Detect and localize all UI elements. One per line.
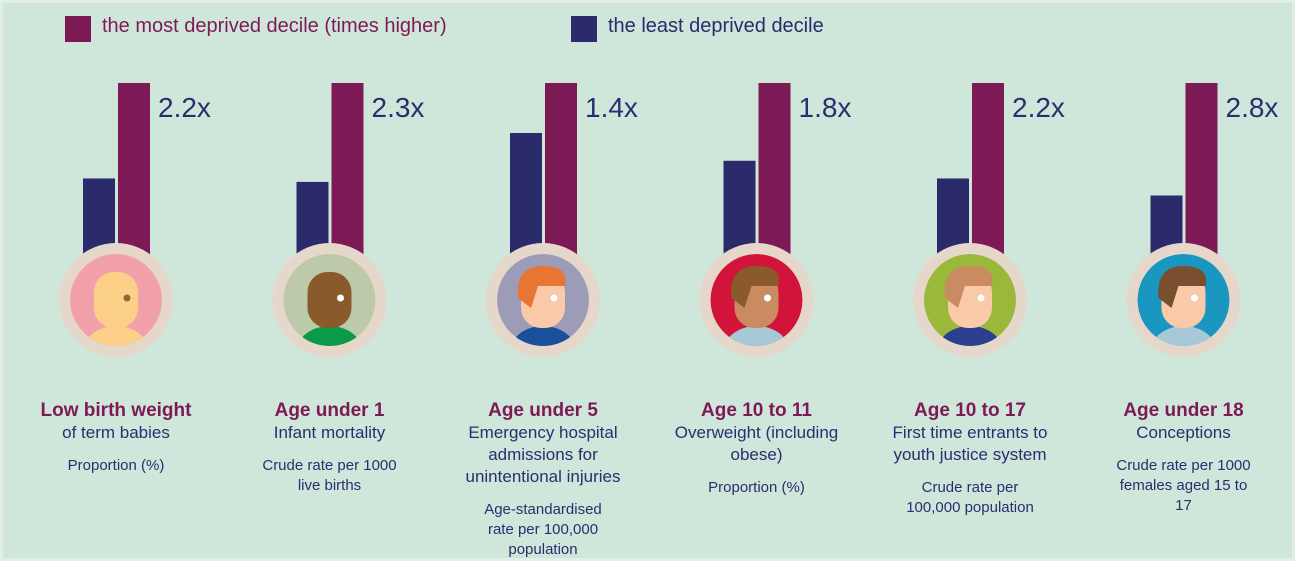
infographic: 2.2x 2.3x 1.4x 1.8x 2.2x 2.8x the most depriv…: [0, 0, 1295, 561]
value-label: 2.2x: [1012, 92, 1065, 123]
measure: Proportion (%): [6, 456, 226, 476]
category-title: Age under 1: [220, 399, 440, 422]
legend-swatch: [571, 16, 597, 42]
bar: [1186, 83, 1218, 258]
category-subtitle: Emergency hospital admissions for uninte…: [433, 422, 653, 488]
category-title: Age under 5: [433, 399, 653, 422]
icon-head: [308, 272, 352, 328]
measure: Crude rate per 1000 live births: [220, 456, 440, 496]
bar: [759, 83, 791, 258]
legend-label: the most deprived decile (times higher): [102, 15, 447, 38]
category-subtitle: Infant mortality: [220, 422, 440, 444]
value-label: 2.8x: [1226, 92, 1279, 123]
bar: [118, 83, 150, 258]
category-title: Age under 18: [1074, 399, 1294, 422]
value-label: 2.3x: [372, 92, 425, 123]
icon-eye: [551, 295, 558, 302]
category-subtitle: Overweight (including obese): [647, 422, 867, 466]
category-title: Low birth weight: [6, 399, 226, 422]
measure: Crude rate per 100,000 population: [860, 478, 1080, 518]
value-label: 2.2x: [158, 92, 211, 123]
category-subtitle: Conceptions: [1074, 422, 1294, 444]
bar: [510, 133, 542, 258]
bar: [545, 83, 577, 258]
icon-eye: [978, 295, 985, 302]
icon-eye: [1191, 295, 1198, 302]
bar: [972, 83, 1004, 258]
category-title: Age 10 to 17: [860, 399, 1080, 422]
value-label: 1.8x: [799, 92, 852, 123]
category-title: Age 10 to 11: [647, 399, 867, 422]
legend-label: the least deprived decile: [608, 15, 824, 38]
measure: Age-standardised rate per 100,000 popula…: [433, 500, 653, 560]
category-subtitle: of term babies: [6, 422, 226, 444]
icon-eye: [124, 295, 131, 302]
measure: Proportion (%): [647, 478, 867, 498]
icon-head: [94, 272, 138, 328]
bar: [332, 83, 364, 258]
legend-swatch: [65, 16, 91, 42]
icon-eye: [764, 295, 771, 302]
category-subtitle: First time entrants to youth justice sys…: [860, 422, 1080, 466]
measure: Crude rate per 1000 females aged 15 to 1…: [1074, 456, 1294, 516]
icon-eye: [337, 295, 344, 302]
value-label: 1.4x: [585, 92, 638, 123]
